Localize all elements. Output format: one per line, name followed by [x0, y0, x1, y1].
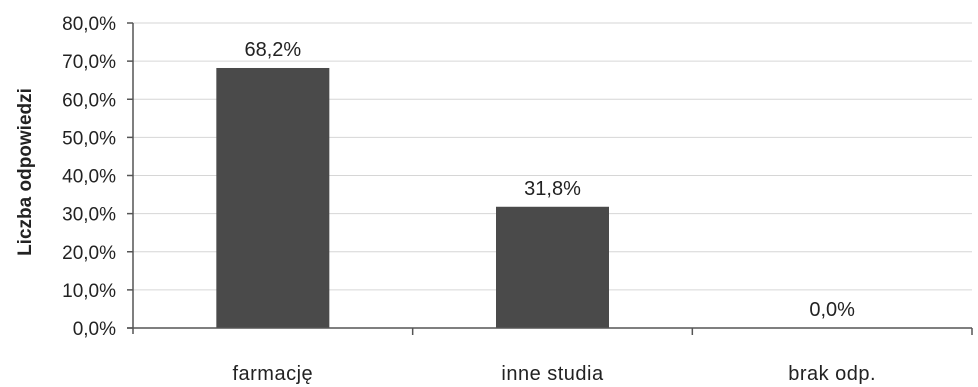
y-tick-label: 0,0% — [73, 319, 116, 340]
y-tick-label: 60,0% — [62, 90, 116, 111]
bars — [216, 67, 609, 329]
category-label: inne studia — [501, 363, 604, 385]
y-tick-label: 30,0% — [62, 205, 116, 226]
y-tick-label: 10,0% — [62, 281, 116, 302]
y-tick-label: 20,0% — [62, 243, 116, 264]
axes — [127, 22, 973, 335]
y-tick-label: 80,0% — [62, 14, 116, 35]
y-tick-labels: 0,0% 10,0% 20,0% 30,0% 40,0% 50,0% 60,0% 70,0% 8… — [62, 14, 116, 340]
data-labels: 68,2% 31,8% 0,0% — [244, 39, 855, 321]
y-tick-label: 50,0% — [62, 128, 116, 149]
data-label: 0,0% — [809, 299, 855, 321]
data-label: 68,2% — [244, 39, 301, 61]
bar — [496, 206, 609, 328]
data-label: 31,8% — [524, 178, 581, 200]
category-labels: farmację inne studia brak odp. — [232, 363, 876, 385]
category-label: brak odp. — [788, 363, 876, 385]
y-axis-title: Liczba odpowiedzi — [15, 88, 36, 256]
category-label: farmację — [232, 363, 313, 385]
y-tick-label: 40,0% — [62, 167, 116, 188]
bar — [216, 67, 330, 329]
y-tick-label: 70,0% — [62, 52, 116, 73]
